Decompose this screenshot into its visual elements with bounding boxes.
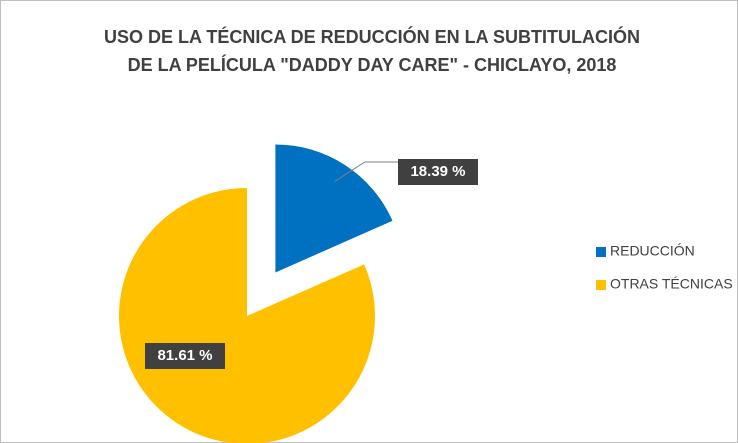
pie-slice bbox=[275, 144, 393, 273]
pie-slice bbox=[119, 188, 375, 443]
data-label: 18.39 % bbox=[410, 163, 465, 180]
legend-swatch bbox=[596, 247, 606, 257]
legend-label: REDUCCIÓN bbox=[610, 243, 695, 259]
leader-line bbox=[334, 161, 398, 182]
legend-label: OTRAS TÉCNICAS bbox=[610, 276, 733, 292]
chart-title: DE LA PELÍCULA "DADDY DAY CARE" - CHICLA… bbox=[128, 54, 617, 75]
chart-title: USO DE LA TÉCNICA DE REDUCCIÓN EN LA SUB… bbox=[104, 26, 640, 47]
legend-swatch bbox=[596, 280, 606, 290]
data-label-box bbox=[145, 343, 225, 369]
data-label-box bbox=[398, 159, 478, 185]
data-label: 81.61 % bbox=[157, 347, 212, 364]
